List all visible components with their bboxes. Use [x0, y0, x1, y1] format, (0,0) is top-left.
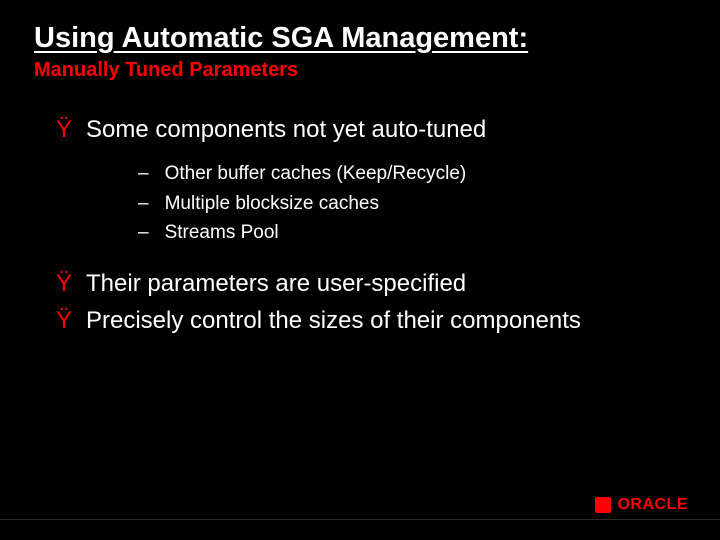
slide-subtitle: Manually Tuned Parameters: [0, 55, 720, 82]
bullet-marker-icon: Ÿ: [56, 114, 76, 145]
bullet-item: Ÿ Their parameters are user-specified: [56, 268, 720, 299]
oracle-logo: ORACLE: [595, 496, 688, 514]
bullet-text: Their parameters are user-specified: [86, 268, 466, 299]
sub-item: – Streams Pool: [138, 220, 720, 246]
bullet-item: Ÿ Some components not yet auto-tuned: [56, 114, 720, 145]
bullet-text: Precisely control the sizes of their com…: [86, 305, 581, 336]
sub-item: – Other buffer caches (Keep/Recycle): [138, 161, 720, 187]
oracle-dot-icon: [595, 497, 611, 513]
sub-text: Multiple blocksize caches: [165, 191, 379, 217]
sub-text: Streams Pool: [165, 220, 279, 246]
sub-item: – Multiple blocksize caches: [138, 191, 720, 217]
bullet-marker-icon: Ÿ: [56, 268, 76, 299]
sub-marker-icon: –: [138, 220, 149, 246]
sub-marker-icon: –: [138, 161, 149, 187]
bullet-text: Some components not yet auto-tuned: [86, 114, 486, 145]
oracle-logo-text: ORACLE: [617, 496, 688, 514]
sub-marker-icon: –: [138, 191, 149, 217]
sub-text: Other buffer caches (Keep/Recycle): [165, 161, 467, 187]
slide-content: Ÿ Some components not yet auto-tuned – O…: [0, 82, 720, 336]
bullet-marker-icon: Ÿ: [56, 305, 76, 336]
sub-list: – Other buffer caches (Keep/Recycle) – M…: [56, 151, 720, 268]
slide-title: Using Automatic SGA Management:: [0, 0, 720, 55]
bullet-item: Ÿ Precisely control the sizes of their c…: [56, 305, 720, 336]
